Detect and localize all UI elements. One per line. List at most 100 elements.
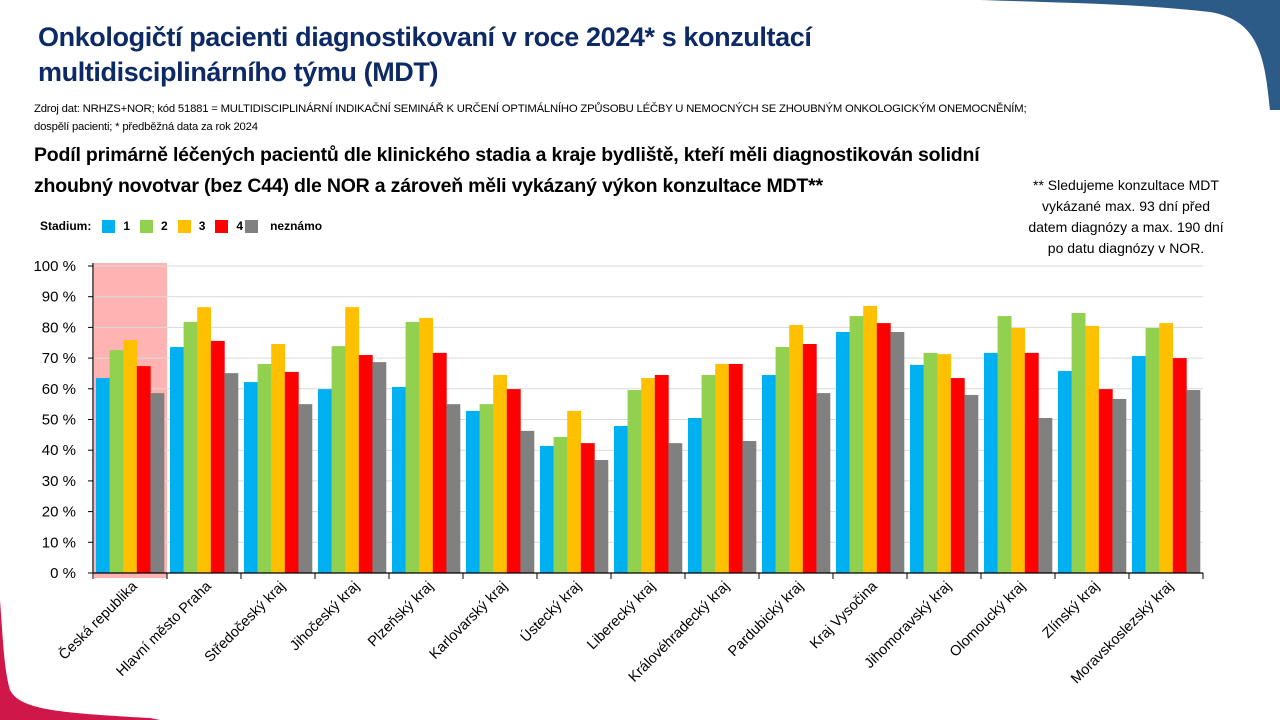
- bar-stage-1: [318, 389, 332, 573]
- data-source-note: Zdroj dat: NRHZS+NOR; kód 51881 = MULTID…: [34, 99, 1244, 137]
- chart-title-line2: zhoubný novotvar (bez C44) dle NOR a zár…: [34, 175, 823, 197]
- bar-stage-2: [479, 404, 494, 573]
- bar-stage-4: [1172, 358, 1187, 573]
- bar-stage-2: [997, 316, 1012, 573]
- bar-stage-4: [802, 343, 817, 573]
- bar-stage-3: [789, 324, 804, 573]
- bar-stage-5: [446, 404, 461, 573]
- bars: [96, 305, 1201, 573]
- bar-stage-3: [123, 339, 138, 573]
- corner-decoration-top-right: [980, 0, 1280, 110]
- bar-stage-3: [197, 307, 212, 573]
- bar-stage-5: [520, 430, 535, 573]
- bar-stage-2: [331, 346, 346, 573]
- bar-stage-2: [849, 316, 864, 573]
- bar-stage-3: [863, 305, 878, 573]
- y-tick-label: 70 %: [42, 350, 76, 367]
- y-tick-label: 30 %: [42, 473, 76, 490]
- bar-stage-1: [984, 352, 998, 573]
- bar-stage-3: [271, 343, 286, 573]
- legend-swatch: [140, 219, 154, 233]
- bar-stage-5: [668, 443, 683, 573]
- bar-stage-3: [1159, 323, 1174, 573]
- legend-swatch: [215, 219, 229, 233]
- bar-stage-4: [284, 371, 299, 573]
- bar-stage-2: [923, 352, 938, 573]
- bar-stage-1: [762, 374, 776, 573]
- bar-stage-3: [715, 363, 730, 573]
- x-tick-label: Ústecký kraj: [517, 578, 585, 646]
- slide-title: Onkologičtí pacienti diagnostikovaní v r…: [38, 20, 1138, 90]
- bar-stage-2: [701, 374, 716, 573]
- legend-item-stage-4: 4: [215, 219, 243, 233]
- legend-item-stage-1: 1: [102, 219, 130, 233]
- x-tick-label: Olomoucký kraj: [947, 579, 1029, 661]
- slide-title-line1: Onkologičtí pacienti diagnostikovaní v r…: [38, 22, 812, 52]
- bar-stage-1: [688, 417, 702, 573]
- note-line3: datem diagnózy a max. 190 dní: [1028, 219, 1224, 235]
- bar-stage-2: [1071, 312, 1086, 573]
- bar-stage-3: [567, 410, 582, 573]
- note-line1: ** Sledujeme konzultace MDT: [1033, 177, 1219, 193]
- y-tick-label: 20 %: [42, 504, 76, 521]
- bar-stage-4: [950, 378, 965, 573]
- bar-stage-2: [257, 363, 272, 573]
- bar-stage-1: [170, 347, 184, 573]
- y-tick-label: 80 %: [42, 319, 76, 336]
- chart-title: Podíl primárně léčených pacientů dle kli…: [34, 140, 1024, 202]
- chart-legend: Stadium: 1 2 3 4 neznámo: [40, 217, 332, 235]
- bar-stage-3: [345, 307, 360, 573]
- legend-label: 1: [123, 219, 131, 233]
- bar-stage-5: [150, 393, 165, 573]
- x-tick-label: Kraj Vysočina: [807, 578, 881, 652]
- x-tick-label: Plzeňský kraj: [365, 579, 437, 651]
- note-line4: po datu diagnózy v NOR.: [1047, 240, 1205, 256]
- x-tick-label: Karlovarský kraj: [427, 579, 511, 663]
- slide-title-line2: multidisciplinárního týmu (MDT): [38, 57, 439, 87]
- x-tick-label: Česká republika: [55, 577, 141, 663]
- bar-stage-4: [506, 389, 521, 573]
- x-tick-label: Pardubický kraj: [725, 579, 806, 660]
- bar-stage-1: [910, 364, 924, 573]
- legend-title: Stadium:: [40, 219, 92, 233]
- x-tick-label: Jihočeský kraj: [287, 579, 363, 655]
- bar-stage-3: [1011, 328, 1026, 573]
- bar-stage-1: [392, 386, 406, 573]
- bar-stage-4: [580, 443, 595, 573]
- legend-label: 2: [161, 219, 168, 233]
- bar-stage-5: [224, 373, 239, 573]
- bar-stage-4: [1098, 389, 1113, 573]
- bar-stage-4: [1024, 352, 1039, 573]
- bar-stage-1: [836, 332, 850, 573]
- bar-stage-1: [1132, 355, 1146, 573]
- bar-stage-5: [372, 362, 387, 573]
- bar-stage-3: [1085, 325, 1100, 573]
- x-tick-label: Středočeský kraj: [202, 579, 289, 666]
- y-tick-label: 50 %: [42, 412, 76, 429]
- bar-stage-2: [1145, 328, 1160, 573]
- bar-stage-5: [742, 440, 757, 573]
- source-line1: Zdroj dat: NRHZS+NOR; kód 51881 = MULTID…: [34, 103, 1027, 115]
- bar-stage-3: [493, 374, 508, 573]
- source-line2: dospělí pacienti; * předběžná data za ro…: [34, 121, 258, 133]
- bar-stage-5: [1112, 398, 1127, 573]
- x-tick-label: Liberecký kraj: [584, 579, 659, 654]
- y-tick-label: 90 %: [42, 289, 76, 306]
- mdt-footnote: ** Sledujeme konzultace MDT vykázané max…: [1010, 175, 1242, 259]
- bar-stage-3: [937, 354, 952, 573]
- legend-label: 4: [236, 219, 244, 233]
- legend-item-stage-3: 3: [177, 219, 205, 233]
- legend-label: neznámo: [270, 219, 323, 233]
- bar-stage-1: [466, 410, 480, 573]
- bar-stage-1: [614, 425, 628, 573]
- bar-stage-5: [816, 393, 831, 573]
- y-tick-label: 0 %: [50, 565, 76, 582]
- axes: [92, 263, 1204, 579]
- bar-stage-4: [876, 323, 891, 573]
- legend-swatch: [245, 219, 259, 233]
- corner-decoration-bottom-left: [0, 600, 160, 720]
- note-line2: vykázané max. 93 dní před: [1041, 198, 1211, 214]
- bar-stage-5: [890, 332, 905, 573]
- bar-stage-2: [775, 347, 790, 573]
